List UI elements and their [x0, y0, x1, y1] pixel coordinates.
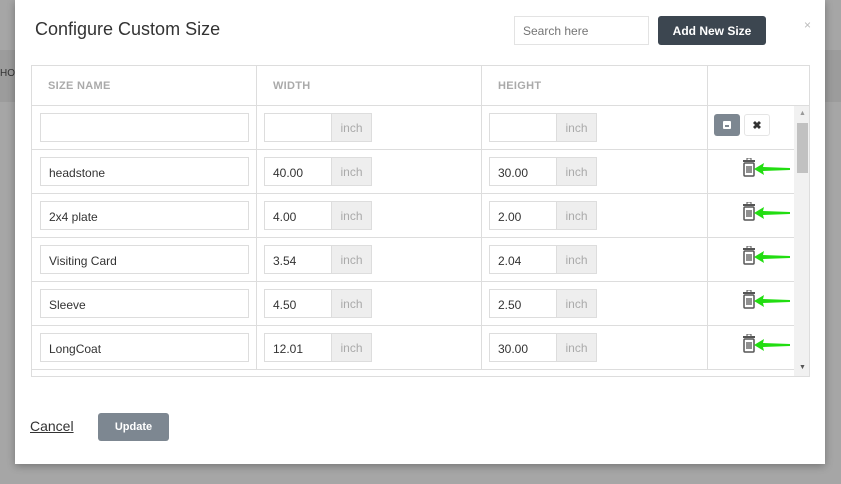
cancel-link[interactable]: Cancel: [30, 418, 74, 434]
height-input[interactable]: 30.00: [489, 157, 557, 186]
trash-icon[interactable]: [740, 246, 760, 268]
height-input[interactable]: 2.50: [489, 289, 557, 318]
table-row: 2x4 plate 4.00 inch 2.00 inch: [32, 194, 794, 238]
width-input[interactable]: 3.54: [264, 245, 332, 274]
sizes-table: SIZE NAME WIDTH HEIGHT inch inch ✖ heads…: [31, 65, 810, 377]
scroll-up-icon[interactable]: ▲: [799, 110, 806, 117]
trash-icon[interactable]: [740, 334, 760, 356]
table-row: Visiting Card 3.54 inch 2.04 inch: [32, 238, 794, 282]
size-name-input[interactable]: Sleeve: [40, 289, 249, 318]
annotation-arrow-icon: [754, 207, 790, 219]
height-input[interactable]: 2.04: [489, 245, 557, 274]
trash-icon[interactable]: [740, 290, 760, 312]
new-height-input[interactable]: [489, 113, 557, 142]
unit-label: inch: [556, 201, 597, 230]
configure-size-modal: Configure Custom Size Add New Size × SIZ…: [15, 0, 825, 464]
scrollbar[interactable]: ▲ ▼: [794, 106, 809, 376]
unit-label: inch: [331, 333, 372, 362]
update-button[interactable]: Update: [98, 413, 169, 441]
close-icon[interactable]: ×: [804, 18, 812, 32]
scrollbar-thumb[interactable]: [797, 123, 808, 173]
unit-label: inch: [556, 113, 597, 142]
size-name-input[interactable]: Visiting Card: [40, 245, 249, 274]
table-header: SIZE NAME WIDTH HEIGHT: [32, 66, 809, 106]
annotation-arrow-icon: [754, 163, 790, 175]
new-width-input[interactable]: [264, 113, 332, 142]
size-name-input[interactable]: LongCoat: [40, 333, 249, 362]
cancel-new-button[interactable]: ✖: [744, 114, 770, 136]
unit-label: inch: [331, 245, 372, 274]
unit-label: inch: [331, 201, 372, 230]
height-input[interactable]: 2.00: [489, 201, 557, 230]
trash-icon[interactable]: [740, 202, 760, 224]
header-size-name: SIZE NAME: [32, 66, 257, 106]
table-row: Sleeve 4.50 inch 2.50 inch: [32, 282, 794, 326]
search-input[interactable]: [514, 16, 649, 45]
unit-label: inch: [331, 113, 372, 142]
width-input[interactable]: 4.00: [264, 201, 332, 230]
annotation-arrow-icon: [754, 295, 790, 307]
unit-label: inch: [556, 157, 597, 186]
annotation-arrow-icon: [754, 251, 790, 263]
size-name-input[interactable]: headstone: [40, 157, 249, 186]
annotation-arrow-icon: [754, 339, 790, 351]
scroll-down-icon[interactable]: ▼: [799, 364, 806, 371]
unit-label: inch: [331, 157, 372, 186]
unit-label: inch: [556, 333, 597, 362]
unit-label: inch: [556, 289, 597, 318]
new-size-row: inch inch ✖: [32, 106, 794, 150]
background-text: HO: [0, 68, 15, 79]
width-input[interactable]: 4.50: [264, 289, 332, 318]
table-row: headstone 40.00 inch 30.00 inch: [32, 150, 794, 194]
trash-icon[interactable]: [740, 158, 760, 180]
header-height: HEIGHT: [482, 66, 708, 106]
unit-label: inch: [556, 245, 597, 274]
header-width: WIDTH: [257, 66, 482, 106]
size-name-input[interactable]: 2x4 plate: [40, 201, 249, 230]
add-new-size-button[interactable]: Add New Size: [658, 16, 766, 45]
width-input[interactable]: 40.00: [264, 157, 332, 186]
save-icon: [723, 121, 731, 129]
new-name-input[interactable]: [40, 113, 249, 142]
height-input[interactable]: 30.00: [489, 333, 557, 362]
table-row: LongCoat 12.01 inch 30.00 inch: [32, 326, 794, 370]
width-input[interactable]: 12.01: [264, 333, 332, 362]
save-button[interactable]: [714, 114, 740, 136]
modal-title: Configure Custom Size: [35, 19, 221, 39]
unit-label: inch: [331, 289, 372, 318]
